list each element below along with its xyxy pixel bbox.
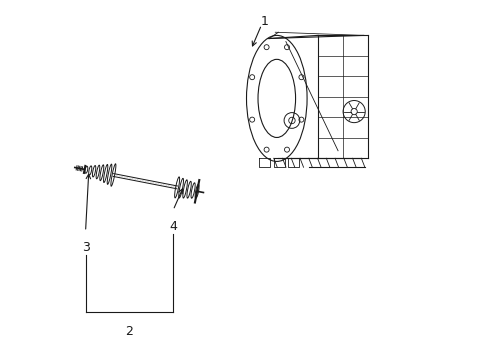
Text: 2: 2 [125, 325, 133, 338]
Text: 1: 1 [260, 14, 267, 27]
Text: 3: 3 [81, 241, 89, 255]
Text: 4: 4 [169, 220, 177, 233]
